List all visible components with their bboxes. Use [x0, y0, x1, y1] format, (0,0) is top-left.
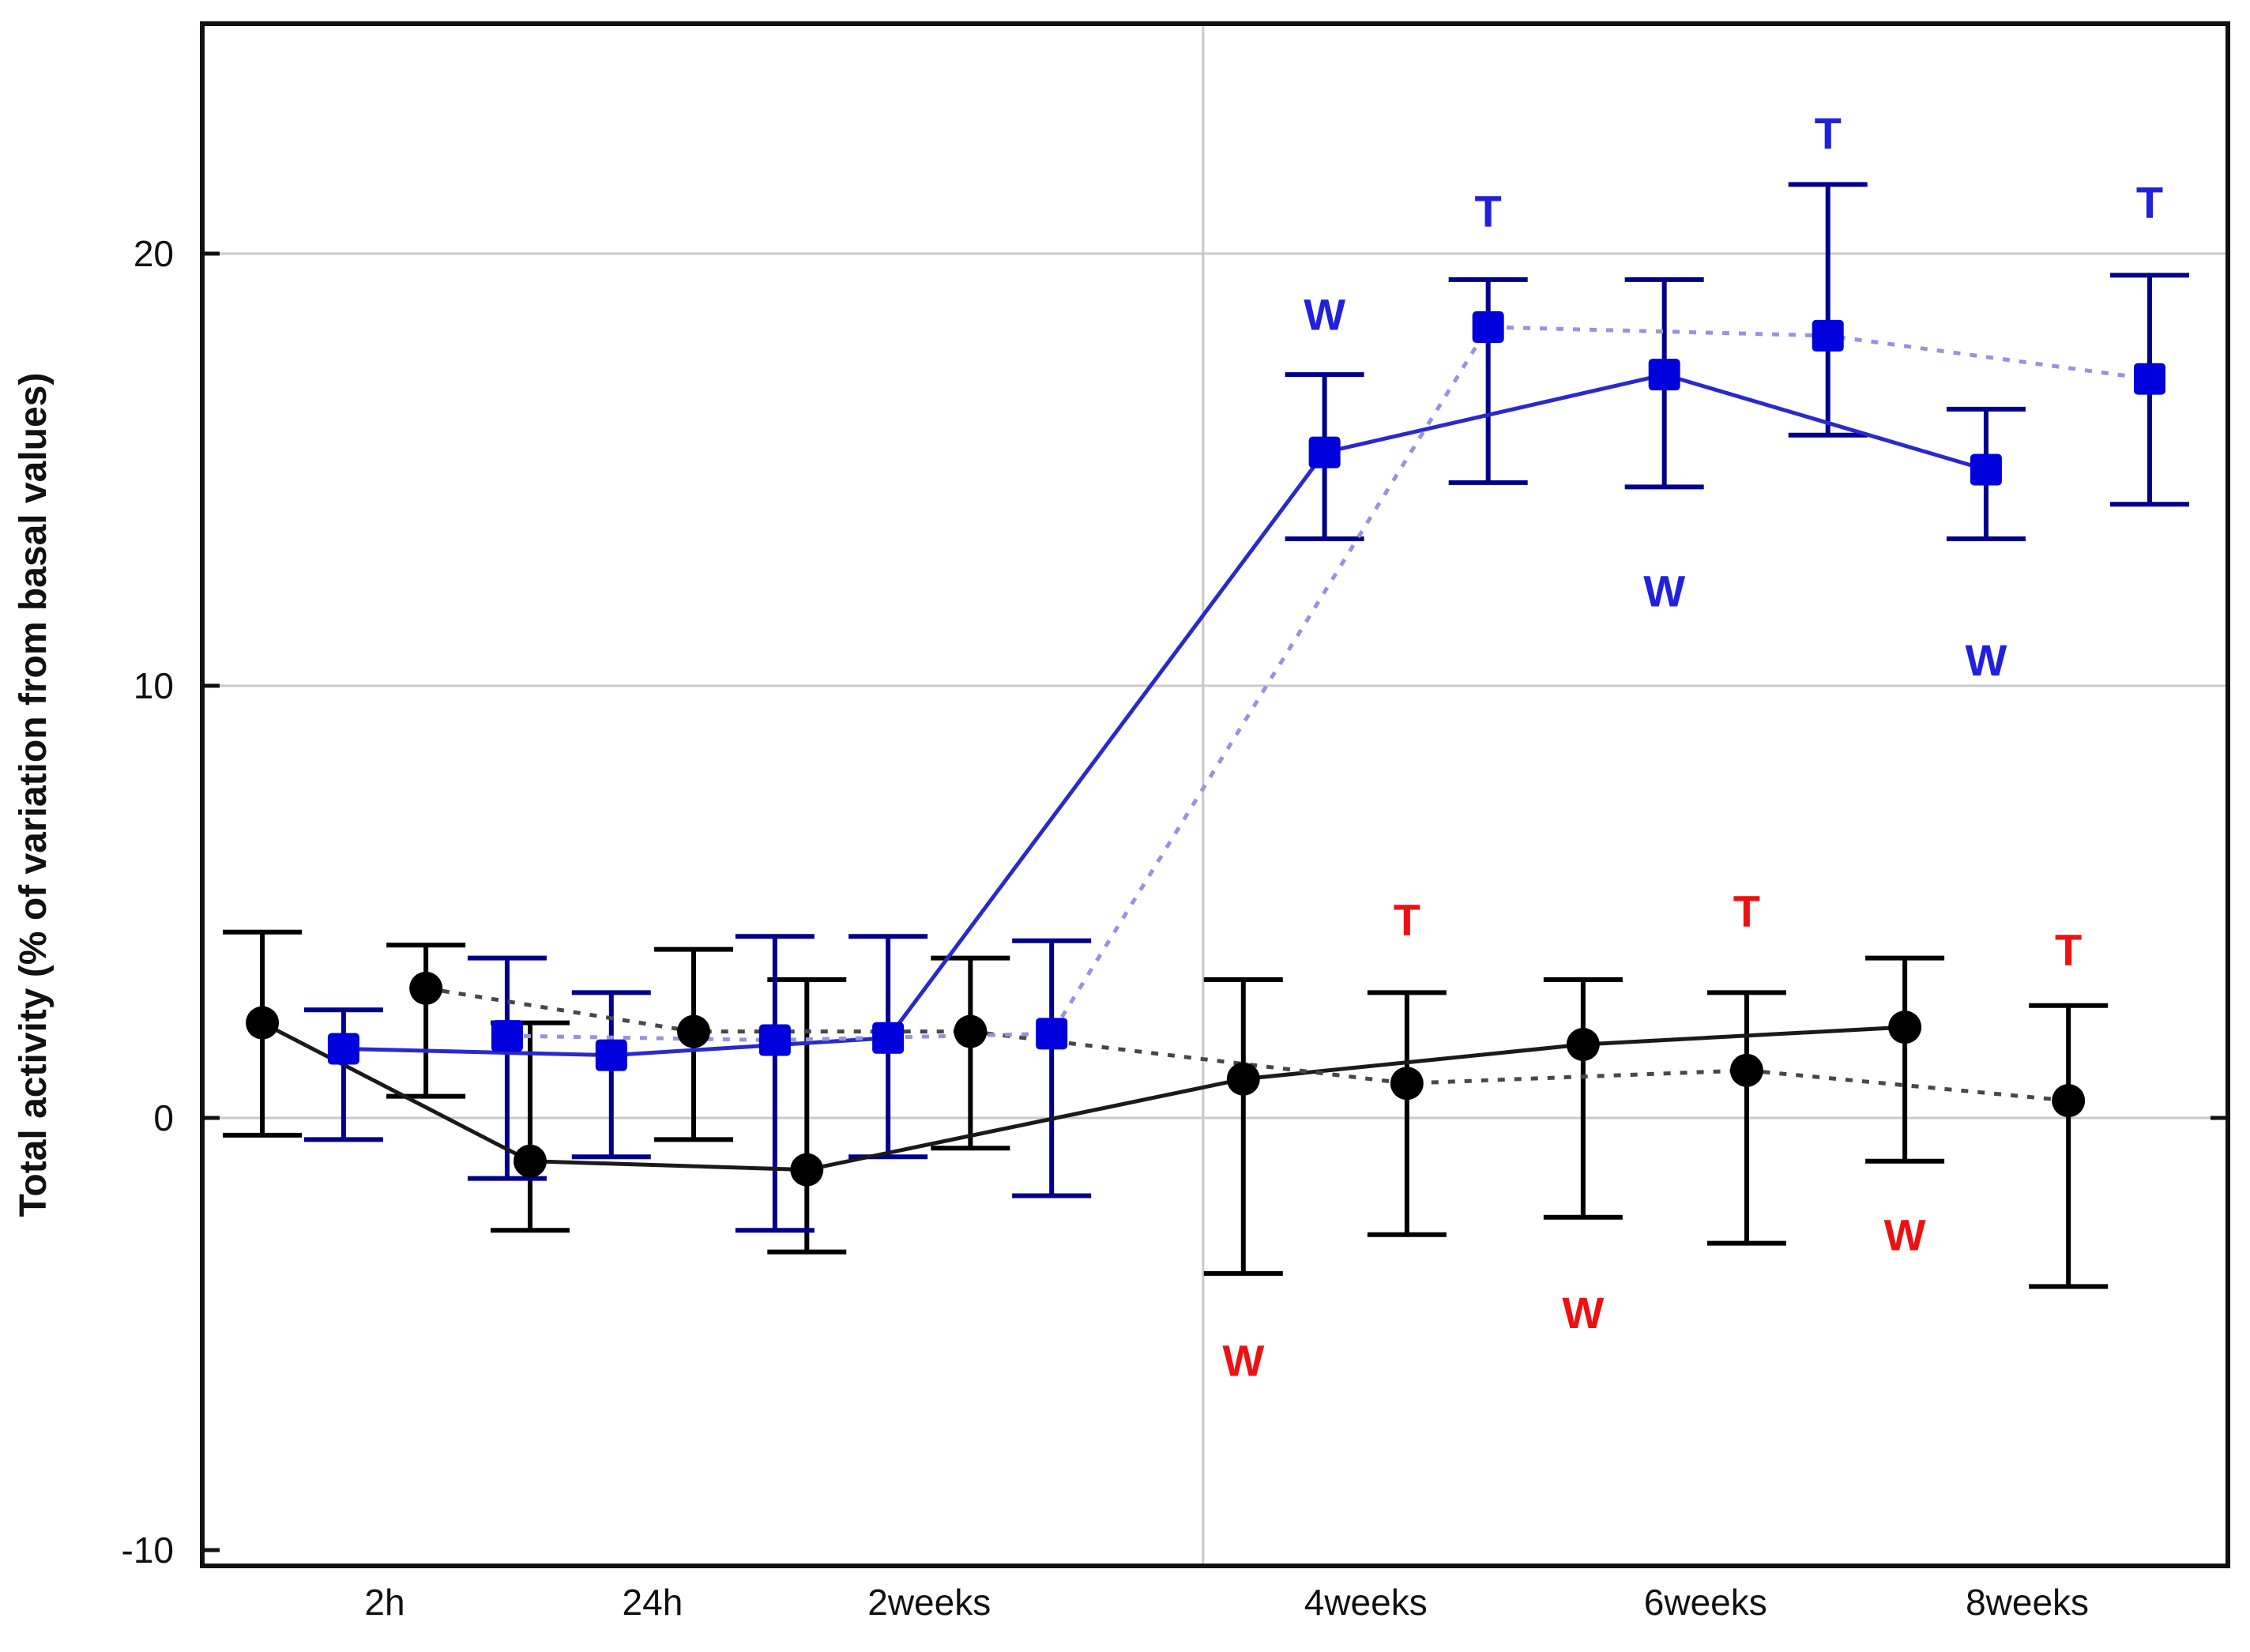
blue-dotted-T-point: [1812, 319, 1844, 352]
black-solid-W-point: [513, 1144, 547, 1178]
black-dotted-T-point: [2052, 1084, 2086, 1118]
black-dotted-T-point: [677, 1014, 711, 1048]
x-tick-label: 24h: [623, 1582, 683, 1623]
blue-letter-W: W: [1304, 290, 1345, 340]
y-tick-label: 0: [153, 1097, 174, 1138]
x-tick-label: 2h: [364, 1582, 404, 1623]
plot-border: [200, 21, 2230, 1568]
blue-solid-W-point: [872, 1022, 905, 1054]
blue-letter-T: T: [1815, 108, 1842, 158]
black-dotted-T-point: [409, 971, 443, 1005]
blue-letter-T: T: [1475, 186, 1502, 235]
black-solid-W-point: [1226, 1062, 1260, 1096]
black-solid-W-point: [1888, 1010, 1922, 1044]
blue-dotted-T-point: [2133, 363, 2165, 395]
blue-letter-W: W: [1966, 635, 2007, 685]
y-tick-label: -10: [122, 1530, 174, 1571]
blue-dotted-T-line: [506, 325, 2150, 1043]
blue-letter-T: T: [2136, 177, 2163, 227]
blue-solid-W-point: [1308, 436, 1341, 469]
black-solid-W-point: [790, 1153, 824, 1187]
red-letter-W: W: [1222, 1335, 1264, 1385]
blue-dotted-T-point: [1036, 1018, 1068, 1050]
red-letter-T: T: [2055, 925, 2082, 975]
black-dotted-T-point: [1390, 1067, 1424, 1101]
x-tick-label: 8weeks: [1966, 1582, 2089, 1623]
x-tick-label: 6weeks: [1644, 1582, 1767, 1623]
red-letter-T: T: [1394, 894, 1420, 944]
black-solid-W-point: [246, 1006, 280, 1040]
black-dotted-T-line: [425, 986, 2069, 1103]
blue-solid-W-point: [1970, 453, 2002, 486]
blue-solid-W-point: [595, 1039, 627, 1071]
red-letter-T: T: [1733, 886, 1760, 935]
y-tick-label: 10: [134, 665, 174, 706]
y-tick-label: 20: [134, 233, 174, 274]
y-axis-title: Total activity (% of variation from basa…: [13, 373, 55, 1217]
black-solid-W-line: [261, 1021, 1906, 1172]
blue-solid-W-point: [1648, 359, 1680, 391]
blue-dotted-T-point: [491, 1020, 523, 1052]
red-letter-W: W: [1562, 1288, 1604, 1338]
black-dotted-T-point: [1729, 1053, 1763, 1087]
red-letter-W: W: [1884, 1210, 1926, 1260]
x-tick-label: 4weeks: [1304, 1582, 1428, 1623]
blue-dotted-T-point: [1472, 310, 1504, 343]
blue-letter-W: W: [1643, 566, 1685, 616]
blue-solid-W-line: [343, 372, 1987, 1058]
x-tick-label: 2weeks: [867, 1582, 991, 1623]
black-dotted-T-point: [954, 1014, 988, 1048]
blue-solid-W-point: [327, 1033, 359, 1065]
blue-dotted-T-point: [758, 1024, 791, 1056]
black-solid-W-point: [1566, 1028, 1600, 1062]
